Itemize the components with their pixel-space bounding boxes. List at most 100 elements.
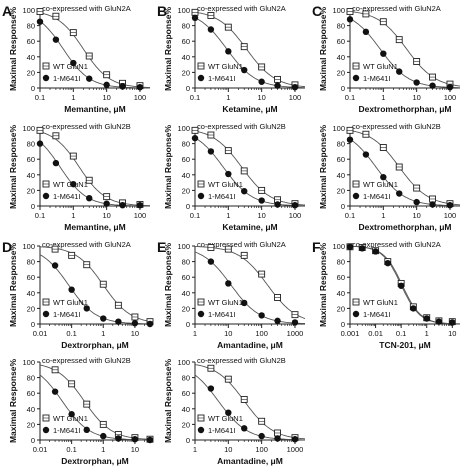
data-point-mut [225,170,232,178]
data-point-mut [225,409,232,416]
legend-marker-mut [352,310,360,318]
annotation-text: co-expressed with GluN2B [197,356,286,365]
x-axis-label: Ketamine, μM [222,104,277,114]
y-tick-label: 60 [27,155,35,164]
data-point-mut [291,319,299,326]
data-point-mut [68,286,75,293]
x-tick-label: 100 [255,329,268,338]
x-tick-label: 10 [102,93,110,102]
y-tick-label: 0 [186,202,190,211]
data-point-mut [68,411,75,418]
y-tick-label: 100 [177,242,190,251]
x-tick-label: 0.1 [396,329,406,338]
y-tick-label: 20 [27,420,35,429]
fit-curve-1 [194,17,306,89]
data-point-mut [346,136,354,143]
data-point-mut [52,159,60,167]
annotation-text: co-expressed with GluN2B [42,122,131,131]
annotation-text: co-expressed with GluN2A [42,240,131,249]
data-point-mut [274,82,281,89]
data-point-mut [207,258,215,265]
x-axis-label: Dextrorphan, μM [61,340,129,350]
x-tick-label: 10 [448,329,456,338]
data-point-mut [191,14,199,21]
x-tick-label: 10 [224,329,232,338]
y-axis-label: Maximal Response% [8,7,18,92]
x-axis-label: Ketamine, μM [222,222,277,232]
data-point-mut [413,79,420,86]
fit-curve-1 [349,138,461,207]
y-tick-label: 0 [186,320,190,329]
y-tick-label: 100 [22,124,35,133]
legend-marker-mut [197,192,205,200]
legend-label-wt: WT GluN1 [363,298,398,307]
y-tick-label: 60 [337,37,345,46]
x-tick-label: 10 [412,211,420,220]
fit-curve-1 [194,137,305,207]
data-point-mut [396,190,403,197]
x-tick-label: 1 [193,329,197,338]
x-tick-label: 1000 [287,329,304,338]
data-point-mut [446,84,454,91]
y-axis-label: Maximal Response% [318,243,328,328]
x-axis-label: Amantadine, μM [217,340,283,350]
data-point-mut [241,187,248,195]
data-point-mut [225,280,232,287]
legend-label-wt: WT GluN1 [53,62,88,71]
legend-label-mut: 1-M641I [53,310,81,319]
legend-label-mut: 1-M641I [208,74,236,83]
annotation-text: co-expressed with GluN2A [197,4,286,13]
legend-marker-mut [42,426,50,434]
annotation-text: co-expressed with GluN2A [352,4,441,13]
y-tick-label: 100 [22,358,35,367]
y-tick-label: 60 [182,389,190,398]
x-tick-label: 0.1 [35,211,45,220]
data-point-mut [131,320,139,327]
data-point-mut [274,201,281,208]
data-point-mut [241,66,248,74]
y-tick-label: 0 [186,84,190,93]
y-tick-label: 20 [27,304,35,313]
x-axis-label: TCN-201, μM [379,340,431,350]
annotation-text: co-expressed with GluN2B [42,356,131,365]
legend-label-wt: WT GluN1 [208,62,243,71]
chart-panel-5: Maximal Response% 0 20 40 60 80 100 0.1 1 10 100 De… [318,122,461,232]
data-point-mut [429,201,436,208]
legend-marker-mut [197,310,205,318]
y-tick-label: 80 [27,258,35,267]
legend-label-mut: 1-M641I [208,310,236,319]
x-tick-label: 100 [289,211,302,220]
x-tick-label: 1 [101,329,105,338]
legend-label-wt: WT GluN1 [363,62,398,71]
data-point-mut [258,197,265,204]
data-point-mut [384,259,391,267]
y-tick-label: 100 [332,242,345,251]
data-point-mut [36,18,44,25]
y-axis-label: Maximal Response% [318,125,328,210]
y-axis-label: Maximal Response% [8,243,18,328]
legend-label-mut: 1-M641I [53,426,81,435]
y-tick-label: 20 [337,68,345,77]
legend-label-mut: 1-M641I [208,192,236,201]
y-tick-label: 60 [182,155,190,164]
fit-curve-1 [39,254,150,325]
y-axis-label: Maximal Response% [8,125,18,210]
data-point-mut [410,305,417,312]
x-tick-label: 10 [257,93,265,102]
data-point-mut [103,200,110,207]
x-tick-label: 0.1 [66,445,76,454]
fit-curve-0 [39,12,150,88]
panel-letter: A [2,3,12,19]
y-tick-label: 20 [182,186,190,195]
data-point-mut [100,432,107,440]
x-tick-label: 1 [425,329,429,338]
data-point-mut [83,426,90,434]
y-tick-label: 40 [182,405,190,414]
y-tick-label: 80 [337,258,345,267]
chart-panel-10: Maximal Response% 0 20 40 60 80 100 1 10 100 1000 A… [163,356,306,466]
data-point-mut [397,282,405,289]
y-tick-label: 0 [31,202,35,211]
